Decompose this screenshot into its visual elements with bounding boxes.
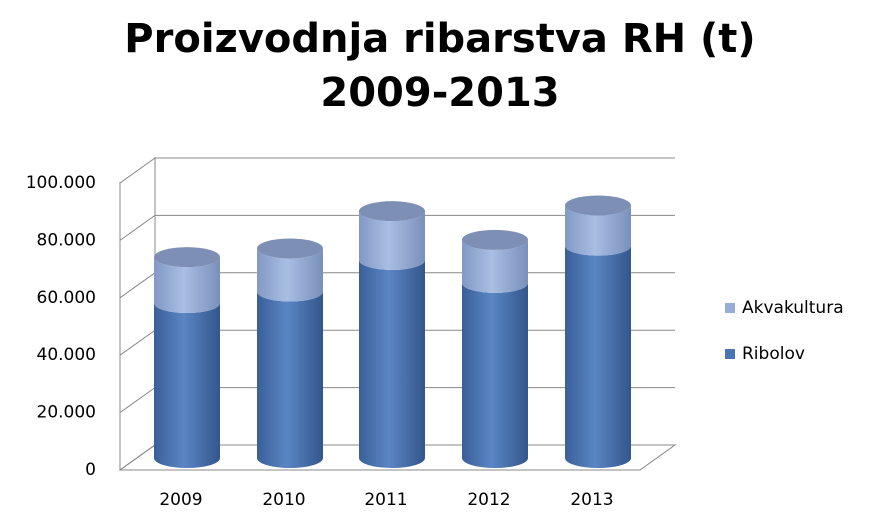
y-tick-label: 100.000 bbox=[26, 173, 96, 193]
x-tick-label: 2010 bbox=[262, 490, 305, 510]
legend-swatch bbox=[725, 349, 735, 359]
x-tick-label: 2009 bbox=[159, 490, 202, 510]
bar-cap bbox=[154, 247, 220, 268]
chart-title: Proizvodnja ribarstva RH (t) 2009-2013 bbox=[124, 16, 756, 116]
legend-swatch bbox=[725, 303, 735, 313]
bar bbox=[257, 248, 323, 302]
bar-cap bbox=[359, 201, 425, 222]
y-tick-label: 60.000 bbox=[37, 288, 96, 308]
bar bbox=[154, 257, 220, 314]
bar bbox=[359, 259, 425, 468]
bar-cap bbox=[462, 229, 528, 250]
x-tick-label: 2013 bbox=[570, 490, 613, 510]
bar bbox=[257, 291, 323, 468]
y-tick-label: 80.000 bbox=[37, 230, 96, 250]
legend-label: Ribolov bbox=[742, 344, 805, 364]
bar bbox=[462, 282, 528, 468]
y-tick-label: 0 bbox=[85, 460, 96, 480]
grid-line bbox=[119, 214, 675, 241]
y-tick-label: 20.000 bbox=[37, 403, 96, 423]
x-tick-label: 2012 bbox=[467, 490, 510, 510]
grid-line bbox=[119, 157, 675, 184]
bar bbox=[565, 245, 631, 468]
bar bbox=[462, 239, 528, 293]
bar-cap bbox=[257, 238, 323, 259]
x-tick-label: 2011 bbox=[364, 490, 407, 510]
legend-label: Akvakultura bbox=[742, 298, 844, 318]
bar bbox=[154, 303, 220, 468]
bar bbox=[359, 211, 425, 270]
y-tick-label: 40.000 bbox=[37, 345, 96, 365]
bar bbox=[565, 205, 631, 256]
bar-cap bbox=[565, 195, 631, 216]
